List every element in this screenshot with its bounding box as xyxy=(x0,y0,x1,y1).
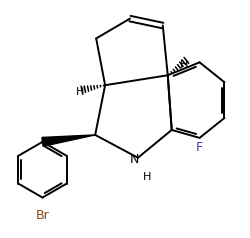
Text: N: N xyxy=(129,153,138,166)
Text: H: H xyxy=(179,60,187,70)
Text: F: F xyxy=(195,141,202,154)
Text: H: H xyxy=(142,172,151,182)
Text: H: H xyxy=(76,87,84,97)
Text: Br: Br xyxy=(36,209,49,223)
Polygon shape xyxy=(42,135,95,146)
